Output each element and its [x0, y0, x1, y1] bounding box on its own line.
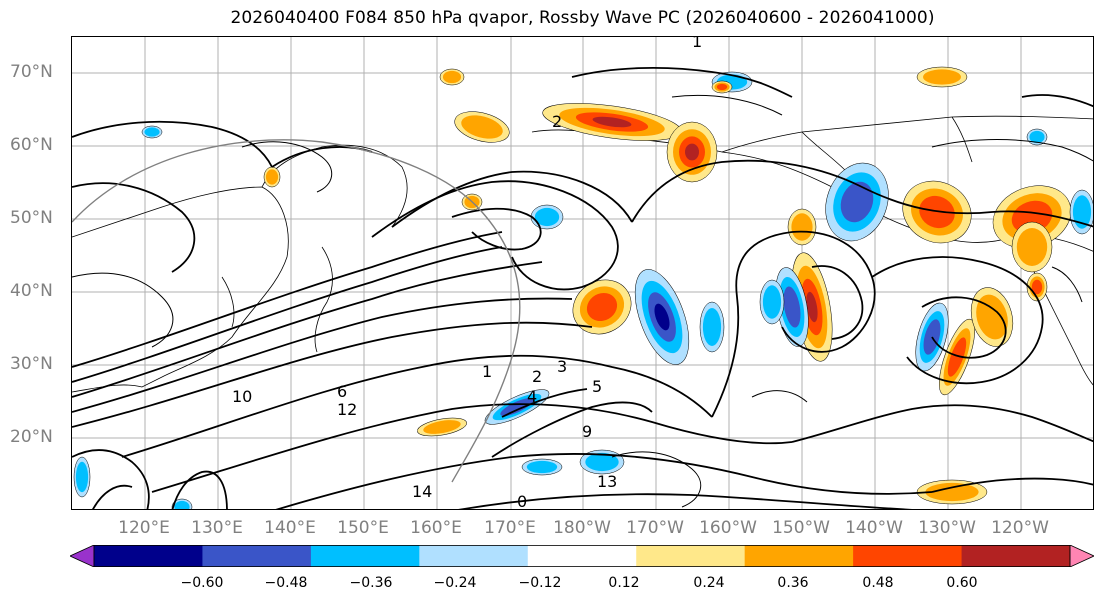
colorbar-tick: −0.24	[433, 575, 477, 591]
positive-anomaly-region	[923, 69, 961, 85]
colorbar-segment	[961, 545, 1071, 567]
lat-label-40n: 40°N	[10, 281, 53, 301]
colorbar-segment	[419, 545, 529, 567]
colorbar-tick: 0.60	[946, 575, 978, 591]
negative-anomaly-region	[144, 127, 160, 137]
positive-anomaly-region	[716, 83, 728, 91]
contour-label: 4	[527, 387, 537, 406]
lon-label-150w: 150°W	[772, 518, 830, 538]
colorbar-tick: 0.36	[777, 575, 809, 591]
colorbar-tick: −0.36	[349, 575, 393, 591]
lat-label-50n: 50°N	[10, 208, 53, 228]
lon-label-140w: 140°W	[845, 518, 903, 538]
negative-anomaly-region	[534, 207, 560, 227]
positive-anomaly-region	[947, 337, 967, 377]
lon-label-160e: 160°E	[410, 518, 462, 538]
lon-label-120w: 120°W	[991, 518, 1049, 538]
lon-label-180w: 180°W	[553, 518, 611, 538]
negative-anomaly-region	[585, 452, 619, 472]
positive-anomaly-region	[806, 291, 818, 323]
contour-label: 1	[482, 362, 492, 381]
contour-label: 14	[412, 482, 432, 501]
colorbar-segment	[853, 545, 963, 567]
positive-anomaly-region	[423, 420, 461, 434]
colorbar-tick: −0.60	[180, 575, 224, 591]
colorbar-segment	[527, 545, 637, 567]
positive-anomaly-region	[791, 213, 813, 241]
lon-label-170w: 170°W	[626, 518, 684, 538]
colorbar-outline	[93, 545, 1071, 567]
colorbar-extend-min	[70, 545, 95, 567]
lon-label-160w: 160°W	[699, 518, 757, 538]
contour-label: 10	[232, 387, 252, 406]
contour-lines	[72, 66, 1093, 509]
positive-anomaly-region	[976, 294, 1008, 340]
negative-anomaly-region	[174, 500, 190, 509]
contour-label: 5	[592, 377, 602, 396]
contour-label: 12	[337, 400, 357, 419]
great-circle-arc	[72, 139, 521, 483]
contour-label: 13	[597, 472, 617, 491]
contour-label: 6	[337, 382, 347, 401]
lat-label-60n: 60°N	[10, 135, 53, 155]
lon-label-120e: 120°E	[118, 518, 170, 538]
lat-label-20n: 20°N	[10, 427, 53, 447]
lon-label-170e: 170°E	[484, 518, 536, 538]
positive-anomaly-region	[442, 70, 462, 84]
lon-label-130w: 130°W	[918, 518, 976, 538]
negative-anomaly-region	[500, 397, 534, 417]
positive-anomaly-region	[1031, 279, 1043, 295]
lon-label-130e: 130°E	[191, 518, 243, 538]
contour-label: 2	[532, 367, 542, 386]
negative-anomaly-region	[75, 461, 89, 493]
colorbar	[70, 545, 1094, 567]
positive-anomaly-region	[586, 292, 618, 322]
negative-anomaly-region	[840, 181, 874, 223]
colorbar-segment	[310, 545, 420, 567]
negative-anomaly-region	[783, 286, 801, 328]
contour-label: 3	[557, 357, 567, 376]
negative-anomaly-region	[702, 308, 722, 346]
colorbar-segment	[202, 545, 312, 567]
lat-label-30n: 30°N	[10, 354, 53, 374]
lon-label-150e: 150°E	[337, 518, 389, 538]
negative-anomaly-region	[526, 460, 558, 474]
plot-title: 2026040400 F084 850 hPa qvapor, Rossby W…	[230, 8, 935, 28]
colorbar-segment	[744, 545, 854, 567]
contour-label: 0	[517, 492, 527, 510]
positive-anomaly-region	[592, 116, 632, 128]
negative-anomaly-region	[762, 285, 782, 319]
colorbar-segment	[94, 545, 203, 567]
positive-anomaly-region	[925, 482, 979, 502]
negative-anomaly-region	[1029, 130, 1045, 144]
qvapor-anomaly-shading	[73, 66, 1093, 509]
contour-lines-thin	[72, 94, 1093, 508]
positive-anomaly-region	[461, 115, 503, 139]
positive-anomaly-region	[1016, 228, 1048, 266]
contour-label: 2	[552, 112, 562, 131]
negative-anomaly-region	[1072, 195, 1092, 229]
contour-label: 1	[692, 37, 702, 51]
colorbar-tick: −0.12	[518, 575, 562, 591]
lat-label-70n: 70°N	[10, 62, 53, 82]
lon-label-140e: 140°E	[264, 518, 316, 538]
map-panel: 1 2 3 4 5 6 9 10 12 13 14 0 1 2	[71, 36, 1094, 510]
colorbar-segment	[636, 545, 746, 567]
negative-anomaly-region	[654, 303, 670, 331]
colorbar-tick: 0.24	[693, 575, 725, 591]
colorbar-tick: 0.12	[608, 575, 640, 591]
positive-anomaly-region	[685, 143, 699, 161]
colorbar-extend-max	[1069, 545, 1094, 567]
colorbar-tick: 0.48	[862, 575, 894, 591]
positive-anomaly-region	[265, 169, 279, 185]
colorbar-tick: −0.48	[264, 575, 308, 591]
contour-label: 9	[582, 422, 592, 441]
